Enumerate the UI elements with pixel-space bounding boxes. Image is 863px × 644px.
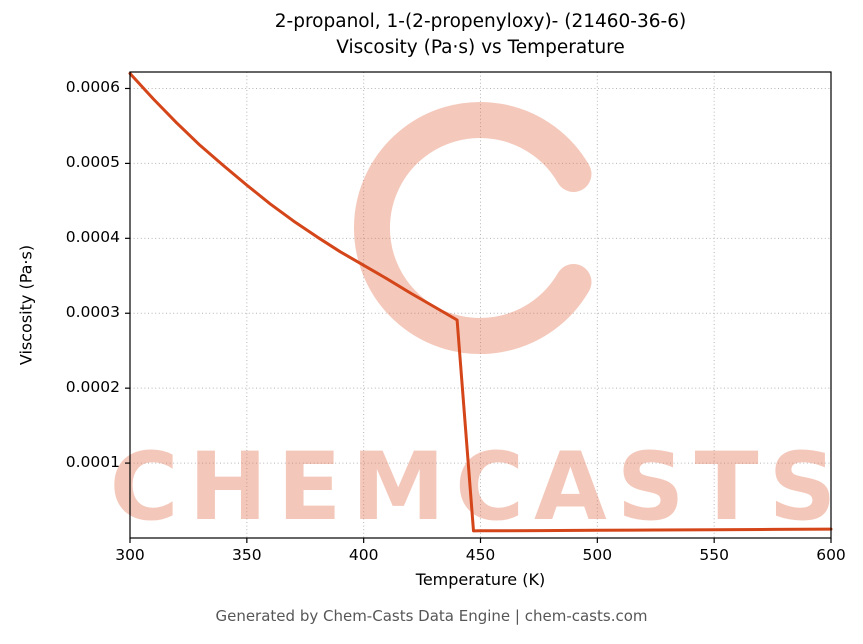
y-tick-label: 0.0002	[65, 378, 120, 397]
y-tick-label: 0.0001	[65, 453, 120, 472]
chart-title-line2: Viscosity (Pa·s) vs Temperature	[336, 37, 625, 59]
footer-credit: Generated by Chem-Casts Data Engine | ch…	[215, 607, 648, 625]
watermark-logo-ring	[353, 102, 592, 354]
x-tick-label: 350	[232, 546, 262, 564]
watermark-text: CHEMCASTS	[110, 433, 847, 542]
chart-title: 2-propanol, 1-(2-propenyloxy)- (21460-36…	[130, 9, 831, 62]
x-tick-label: 500	[582, 546, 613, 564]
x-tick-label: 300	[115, 546, 145, 564]
viscosity-line	[128, 72, 833, 533]
y-tick-label: 0.0004	[65, 228, 120, 247]
x-tick-label: 600	[816, 546, 846, 564]
x-tick-label: 450	[465, 546, 496, 564]
y-tick-label: 0.0005	[65, 153, 120, 172]
x-axis-label: Temperature (K)	[415, 570, 546, 589]
chart-title-line1: 2-propanol, 1-(2-propenyloxy)- (21460-36…	[274, 11, 687, 32]
x-tick-label: 550	[699, 546, 729, 564]
watermark: CHEMCASTS	[110, 102, 847, 542]
y-tick-label: 0.0003	[65, 303, 120, 322]
x-tick-label: 400	[348, 546, 379, 564]
y-tick-label: 0.0006	[65, 78, 120, 97]
